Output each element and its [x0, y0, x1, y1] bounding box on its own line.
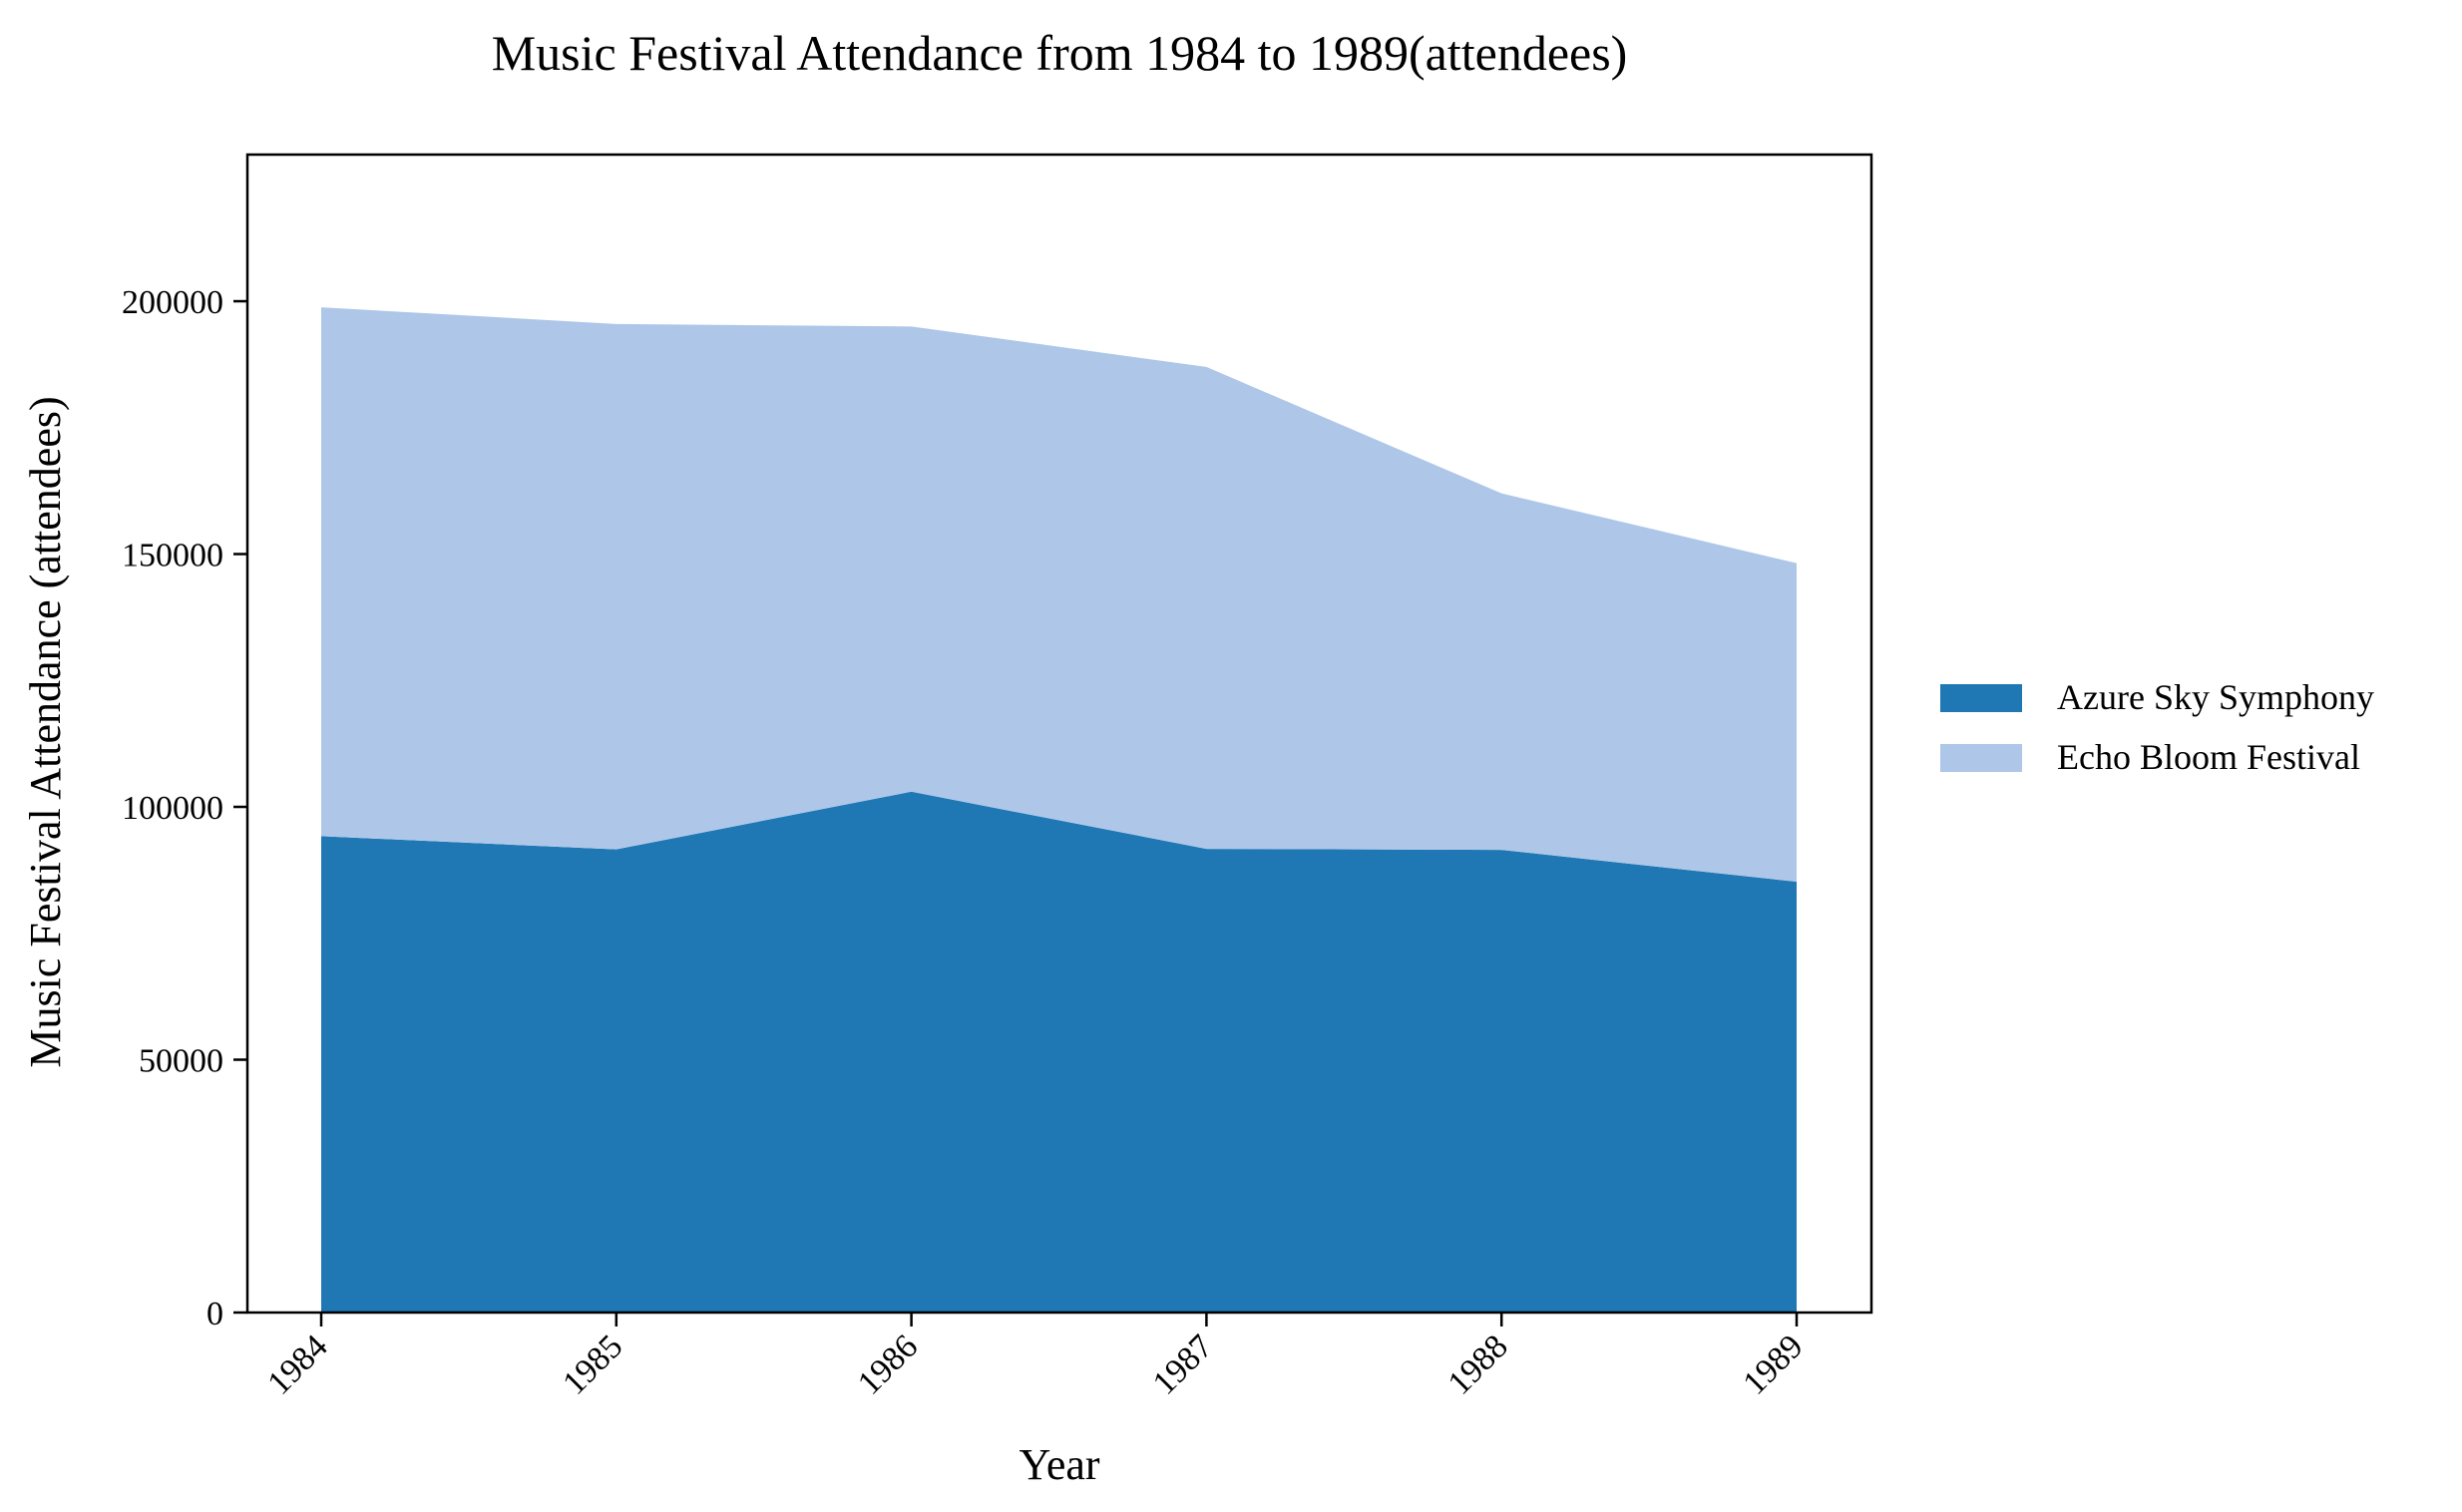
x-axis: 1984 1985 1986 1987 1988 1989 — [260, 1313, 1811, 1402]
plot-areas — [321, 307, 1797, 1313]
y-axis-label: Music Festival Attendance (attendees) — [21, 396, 70, 1067]
y-tick-label-1: 50000 — [139, 1043, 223, 1080]
legend-label-2: Echo Bloom Festival — [2057, 737, 2360, 777]
x-tick-label-4: 1988 — [1441, 1327, 1515, 1401]
chart-title: Music Festival Attendance from 1984 to 1… — [492, 25, 1628, 81]
legend-swatch-2 — [1940, 744, 2022, 772]
x-tick-label-5: 1989 — [1736, 1327, 1810, 1401]
x-tick-label-1: 1985 — [556, 1327, 629, 1401]
legend: Azure Sky Symphony Echo Bloom Festival — [1940, 677, 2374, 777]
y-tick-label-2: 100000 — [122, 790, 223, 827]
y-tick-label-4: 200000 — [122, 284, 223, 321]
area-series-2 — [321, 307, 1797, 883]
x-axis-label: Year — [1019, 1440, 1099, 1489]
x-tick-label-0: 1984 — [260, 1327, 334, 1401]
x-tick-label-3: 1987 — [1146, 1327, 1220, 1401]
y-tick-label-0: 0 — [206, 1296, 223, 1332]
y-tick-label-3: 150000 — [122, 538, 223, 574]
legend-swatch-1 — [1940, 684, 2022, 712]
y-axis: 0 50000 100000 150000 200000 — [122, 284, 247, 1332]
legend-label-1: Azure Sky Symphony — [2057, 677, 2374, 717]
plot-frame — [245, 153, 1873, 1315]
area-series-1 — [321, 791, 1797, 1313]
x-tick-label-2: 1986 — [851, 1327, 925, 1401]
